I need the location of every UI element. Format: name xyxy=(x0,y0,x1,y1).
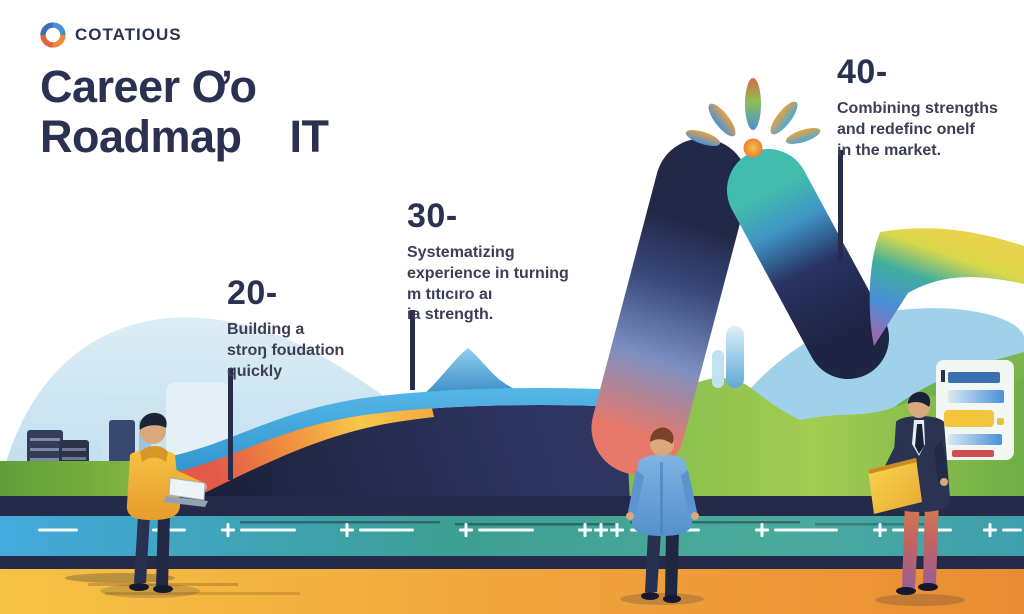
title-line2-suffix: IT xyxy=(289,111,330,163)
brand-name: COTATIOUS xyxy=(75,25,182,44)
milestone-20s-desc: Building a stroŋ foudation quickly xyxy=(227,321,345,380)
title-line2: Roadmap xyxy=(40,111,242,163)
timeline-road xyxy=(0,496,1024,614)
milestone-40s: 40- Combining strengths and redefinc one… xyxy=(837,53,998,161)
person-30s xyxy=(620,427,704,605)
ribbon-orange-stripe xyxy=(140,408,434,524)
road-scribbles xyxy=(240,521,935,526)
milestone-lines xyxy=(228,150,843,480)
growth-flower-icon xyxy=(685,78,821,158)
milestone-20s-age: 20- xyxy=(227,274,278,312)
ribbon-right-branch xyxy=(869,228,1024,346)
page-title: Career Ơo Roadmap IT xyxy=(40,61,330,163)
ribbon-blue-stripe xyxy=(140,388,625,479)
milestone-30s: 30- Systematizing experience in turning … xyxy=(407,197,569,326)
milestone-30s-age: 30- xyxy=(407,197,458,235)
person-20s xyxy=(65,412,208,598)
blue-mountain xyxy=(424,348,524,394)
ribbon-descent xyxy=(727,149,889,379)
milestone-line-30 xyxy=(410,310,415,390)
person-40s xyxy=(868,392,965,606)
milestone-40s-age: 40- xyxy=(837,53,888,91)
milestone-40s-desc: Combining strengths and redefinc onelf i… xyxy=(837,100,998,159)
milestone-20s: 20- Building a stroŋ foudation quickly xyxy=(227,274,344,382)
ribbon-rise xyxy=(591,138,749,475)
blue-pillars xyxy=(712,326,744,388)
gradient-ring-icon xyxy=(40,22,66,48)
yellow-laptop xyxy=(868,458,922,514)
milestone-30s-desc: Systematizing experience in turning m tı… xyxy=(407,244,569,324)
title-line1: Career Ơo xyxy=(40,61,257,112)
milestone-line-20 xyxy=(228,368,233,480)
ui-card xyxy=(936,360,1014,460)
brand-logo: COTATIOUS xyxy=(40,22,182,48)
milestone-line-40 xyxy=(838,150,843,262)
laptop xyxy=(163,477,208,507)
